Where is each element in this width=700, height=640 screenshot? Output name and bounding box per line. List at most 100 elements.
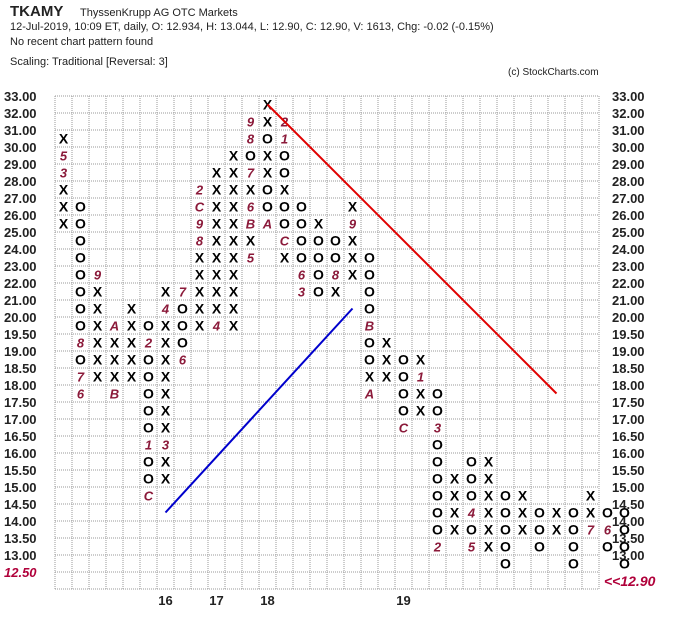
x-mark: X <box>552 505 562 521</box>
x-mark: X <box>110 352 120 368</box>
o-mark: O <box>296 199 307 215</box>
o-mark: O <box>364 301 375 317</box>
x-tick-label: 16 <box>158 593 172 608</box>
o-mark: O <box>143 454 154 470</box>
x-mark: X <box>229 301 239 317</box>
o-mark: O <box>568 522 579 538</box>
x-mark: X <box>93 369 103 385</box>
x-mark: X <box>212 233 222 249</box>
o-mark: O <box>619 556 630 572</box>
o-mark: O <box>143 369 154 385</box>
y-tick-label-left: 26.00 <box>4 208 37 223</box>
x-mark: X <box>229 199 239 215</box>
x-mark: X <box>93 284 103 300</box>
month-mark: 4 <box>161 302 170 317</box>
x-mark: X <box>586 505 596 521</box>
o-mark: O <box>313 267 324 283</box>
o-mark: O <box>177 335 188 351</box>
x-mark: X <box>586 488 596 504</box>
month-mark: 7 <box>179 285 187 300</box>
x-mark: X <box>331 284 341 300</box>
month-mark: A <box>364 387 374 402</box>
y-tick-label-left: 24.00 <box>4 242 37 257</box>
month-mark: A <box>109 319 119 334</box>
x-mark: X <box>280 250 290 266</box>
o-mark: O <box>296 233 307 249</box>
y-tick-label-left: 19.00 <box>4 344 37 359</box>
o-mark: O <box>143 403 154 419</box>
o-mark: O <box>143 420 154 436</box>
x-mark: X <box>161 284 171 300</box>
o-mark: O <box>279 148 290 164</box>
x-mark: X <box>212 182 222 198</box>
x-mark: X <box>59 182 69 198</box>
y-axis-left: 33.00 32.00 31.00 30.00 29.00 28.00 27.00 26.00… <box>4 89 37 580</box>
x-mark: X <box>484 488 494 504</box>
x-mark: X <box>127 301 137 317</box>
x-mark: X <box>450 522 460 538</box>
y-tick-label-right: 18.50 <box>612 361 645 376</box>
x-mark: X <box>229 250 239 266</box>
o-mark: O <box>534 505 545 521</box>
month-mark: 4 <box>212 319 221 334</box>
o-mark: O <box>602 539 613 555</box>
x-mark: X <box>195 267 205 283</box>
x-mark: X <box>246 182 256 198</box>
month-mark: 7 <box>247 166 255 181</box>
month-mark: 8 <box>247 132 255 147</box>
x-mark: X <box>518 488 528 504</box>
o-mark: O <box>568 556 579 572</box>
month-mark: 8 <box>332 268 340 283</box>
y-tick-label-left: 13.00 <box>4 548 37 563</box>
y-tick-label-left: 33.00 <box>4 89 37 104</box>
o-mark: O <box>466 488 477 504</box>
x-mark: X <box>314 216 324 232</box>
y-tick-label-left: 28.00 <box>4 174 37 189</box>
o-mark: O <box>75 250 86 266</box>
y-tick-label-right: 14.50 <box>612 497 645 512</box>
month-mark: B <box>110 387 119 402</box>
o-mark: O <box>75 301 86 317</box>
x-mark: X <box>280 182 290 198</box>
y-tick-label-right: 13.00 <box>612 548 645 563</box>
o-mark: O <box>75 318 86 334</box>
y-tick-label-left: 30.00 <box>4 140 37 155</box>
y-tick-label-right: 33.00 <box>612 89 645 104</box>
x-mark: X <box>161 454 171 470</box>
x-mark: X <box>484 454 494 470</box>
o-mark: O <box>364 267 375 283</box>
x-mark: X <box>212 165 222 181</box>
x-mark: X <box>212 199 222 215</box>
x-mark: X <box>93 352 103 368</box>
x-mark: X <box>161 369 171 385</box>
x-tick-label: 17 <box>209 593 223 608</box>
x-mark: X <box>195 301 205 317</box>
o-mark: O <box>568 505 579 521</box>
o-mark: O <box>500 505 511 521</box>
x-mark: X <box>348 199 358 215</box>
month-mark: 1 <box>417 370 424 385</box>
x-mark: X <box>450 471 460 487</box>
month-mark: 9 <box>349 217 357 232</box>
o-mark: O <box>262 182 273 198</box>
x-mark: X <box>263 165 273 181</box>
o-mark: O <box>398 352 409 368</box>
month-mark: 6 <box>247 200 255 215</box>
support-trend-line <box>164 307 354 514</box>
month-mark: 7 <box>77 370 85 385</box>
o-mark: O <box>500 556 511 572</box>
o-mark: O <box>619 505 630 521</box>
month-mark: C <box>280 234 290 249</box>
x-mark: X <box>229 233 239 249</box>
y-tick-label-right: 26.00 <box>612 208 645 223</box>
y-tick-label-left: 23.00 <box>4 259 37 274</box>
o-mark: O <box>398 386 409 402</box>
o-mark: O <box>432 437 443 453</box>
grid <box>54 95 600 590</box>
month-mark: 1 <box>145 438 152 453</box>
x-mark: X <box>212 216 222 232</box>
x-mark: X <box>382 335 392 351</box>
y-tick-label-right: 13.50 <box>612 531 645 546</box>
o-mark: O <box>466 471 477 487</box>
x-mark: X <box>212 301 222 317</box>
